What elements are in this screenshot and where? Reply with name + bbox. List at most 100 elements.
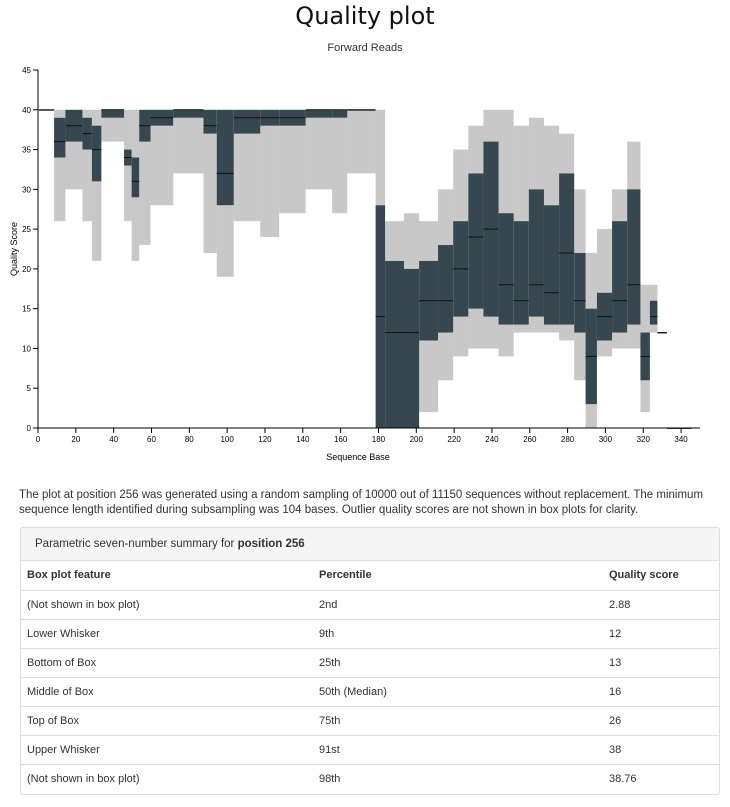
summary-panel: Parametric seven-number summary for posi…: [20, 527, 720, 795]
table-row: Top of Box 75th 26: [21, 705, 719, 735]
y-tick-label: 45: [22, 66, 31, 75]
box: [332, 109, 348, 118]
box: [559, 173, 575, 325]
box-plot-segment: [468, 125, 484, 349]
box-plot-segment: [585, 252, 597, 428]
box: [574, 252, 586, 333]
box-plot-segment: [173, 109, 204, 174]
x-tick-label: 260: [523, 435, 537, 444]
lower-whisker: [483, 316, 499, 349]
lower-whisker: [82, 149, 92, 222]
box: [438, 245, 454, 333]
box: [131, 157, 140, 198]
box: [233, 109, 261, 134]
lower-whisker: [585, 404, 597, 428]
x-tick-label: 120: [258, 435, 272, 444]
box: [173, 109, 204, 118]
upper-whisker: [54, 109, 66, 118]
row-feature: Lower Whisker: [21, 618, 313, 648]
summary-heading-position: position 256: [237, 538, 305, 550]
box-plot-segment: [596, 229, 613, 357]
column-header-percentile: Percentile: [319, 569, 372, 582]
table-row: (Not shown in box plot) 2nd 2.88: [21, 589, 719, 619]
box-plot-segment: [332, 109, 348, 214]
box: [498, 213, 514, 325]
upper-whisker: [585, 252, 597, 309]
row-percentile: 91st: [313, 734, 603, 764]
column-header-quality-score: Quality score: [609, 569, 679, 582]
y-tick-label: 5: [27, 384, 32, 393]
table-row: (Not shown in box plot) 98th 38.76: [21, 763, 719, 793]
box-plot-segment: [91, 109, 102, 261]
upper-whisker: [574, 189, 586, 253]
lower-whisker: [640, 380, 650, 413]
box-plot-segment: [640, 284, 650, 413]
lower-whisker: [139, 141, 151, 246]
row-quality-score: 2.88: [603, 589, 719, 619]
lower-whisker: [453, 316, 469, 357]
row-feature: (Not shown in box plot): [21, 763, 313, 793]
x-tick-label: 280: [561, 435, 575, 444]
x-tick-label: 300: [599, 435, 613, 444]
y-tick-label: 0: [27, 424, 32, 433]
table-row: Upper Whisker 91st 38: [21, 734, 719, 764]
box-plot-segment: [574, 189, 586, 381]
upper-whisker: [612, 189, 628, 222]
upper-whisker: [131, 109, 140, 158]
summary-heading: Parametric seven-number summary for posi…: [21, 528, 719, 561]
table-row: Lower Whisker 9th 12: [21, 618, 719, 648]
upper-whisker: [468, 125, 484, 174]
y-tick-label: 35: [22, 146, 31, 155]
x-tick-label: 0: [36, 435, 41, 444]
lower-whisker: [124, 165, 132, 222]
box-plot-segment: [649, 284, 658, 333]
box-plot-segment: [305, 109, 333, 190]
row-feature: Top of Box: [21, 705, 313, 735]
upper-whisker: [375, 109, 386, 206]
row-feature: Bottom of Box: [21, 647, 313, 677]
y-axis-label: Quality Score: [9, 222, 19, 276]
lower-whisker: [596, 340, 613, 357]
upper-whisker: [627, 141, 641, 190]
box-plot-segment: [65, 109, 83, 190]
row-percentile: 98th: [313, 763, 603, 793]
lower-whisker: [233, 133, 261, 222]
box-plot-segment: [203, 109, 217, 253]
box-plot-segment: [38, 109, 55, 111]
upper-whisker: [82, 109, 92, 118]
lower-whisker: [559, 324, 575, 341]
quality-plot-chart[interactable]: 0 5 10 15 20 25 30 35 40 45 0 20 40 60 80 100 120 140 160 1…: [0, 60, 730, 470]
lower-whisker: [91, 181, 102, 261]
box-plot-segment: [101, 109, 125, 142]
lower-whisker: [528, 316, 544, 333]
y-tick-label: 25: [22, 225, 31, 234]
upper-whisker: [483, 109, 499, 142]
row-feature: Middle of Box: [21, 676, 313, 706]
row-percentile: 9th: [313, 618, 603, 648]
row-quality-score: 38.76: [603, 763, 719, 793]
row-percentile: 75th: [313, 705, 603, 735]
lower-whisker: [347, 109, 376, 174]
upper-whisker: [403, 213, 420, 269]
upper-whisker: [513, 125, 529, 222]
box: [627, 189, 641, 325]
plot-caption: The plot at position 256 was generated u…: [19, 489, 704, 516]
lower-whisker: [419, 340, 439, 413]
upper-whisker: [528, 117, 544, 190]
lower-whisker: [131, 197, 140, 261]
box: [54, 117, 66, 158]
lower-whisker: [216, 205, 234, 277]
lower-whisker: [173, 117, 204, 174]
upper-whisker: [559, 133, 575, 174]
upper-whisker: [453, 149, 469, 222]
box-plot-segment: [375, 109, 386, 428]
upper-whisker: [385, 221, 404, 261]
lower-whisker: [627, 324, 641, 349]
row-percentile: 50th (Median): [313, 676, 603, 706]
x-tick-label: 240: [485, 435, 499, 444]
row-quality-score: 13: [603, 647, 719, 677]
box-plot-segment: [82, 109, 92, 222]
upper-whisker: [124, 109, 132, 150]
chart-subtitle: Forward Reads: [327, 42, 403, 54]
lower-whisker: [543, 324, 560, 333]
